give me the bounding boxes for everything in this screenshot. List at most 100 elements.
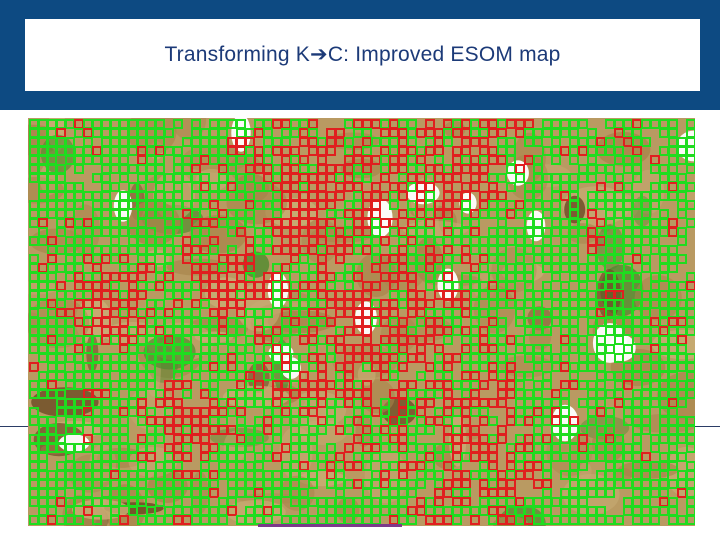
node-green	[587, 263, 597, 273]
node-red	[371, 263, 381, 273]
node-red	[515, 443, 525, 453]
node-green	[74, 515, 84, 525]
node-green	[686, 443, 695, 453]
node-green	[110, 398, 120, 408]
node-red	[506, 209, 516, 219]
node-green	[515, 452, 525, 462]
node-green	[497, 218, 507, 228]
node-red	[317, 281, 327, 291]
node-red	[506, 389, 516, 399]
node-red	[443, 245, 453, 255]
node-green	[650, 200, 660, 210]
node-green	[560, 218, 570, 228]
node-red	[326, 290, 336, 300]
node-green	[56, 209, 66, 219]
node-green	[101, 371, 111, 381]
node-green	[65, 371, 75, 381]
node-green	[56, 353, 66, 363]
node-red	[200, 452, 210, 462]
node-green	[542, 290, 552, 300]
node-green	[542, 380, 552, 390]
node-red	[488, 371, 498, 381]
node-green	[569, 308, 579, 318]
node-green	[578, 290, 588, 300]
node-red	[191, 425, 201, 435]
node-green	[110, 407, 120, 417]
node-green	[452, 506, 462, 516]
node-green	[623, 479, 633, 489]
node-green	[578, 119, 588, 129]
node-green	[101, 425, 111, 435]
node-green	[551, 227, 561, 237]
node-green	[119, 425, 129, 435]
node-green	[29, 209, 39, 219]
node-green	[389, 290, 399, 300]
node-red	[497, 470, 507, 480]
node-red	[506, 488, 516, 498]
node-red	[398, 146, 408, 156]
node-red	[416, 398, 426, 408]
node-green	[515, 434, 525, 444]
node-green	[515, 461, 525, 471]
node-green	[362, 173, 372, 183]
node-green	[47, 371, 57, 381]
node-green	[155, 164, 165, 174]
node-green	[56, 479, 66, 489]
node-red	[668, 218, 678, 228]
node-green	[470, 470, 480, 480]
node-green	[470, 128, 480, 138]
node-green	[479, 263, 489, 273]
node-red	[398, 362, 408, 372]
node-red	[398, 164, 408, 174]
node-green	[524, 371, 534, 381]
node-green	[542, 254, 552, 264]
node-red	[407, 146, 417, 156]
node-green	[56, 488, 66, 498]
node-red	[398, 245, 408, 255]
node-green	[452, 254, 462, 264]
node-green	[434, 362, 444, 372]
node-green	[416, 479, 426, 489]
node-green	[533, 245, 543, 255]
node-green	[101, 128, 111, 138]
node-green	[65, 200, 75, 210]
node-red	[443, 407, 453, 417]
node-red	[200, 407, 210, 417]
node-green	[632, 488, 642, 498]
node-green	[137, 281, 147, 291]
node-red	[578, 146, 588, 156]
node-green	[236, 344, 246, 354]
node-green	[452, 515, 462, 525]
node-green	[110, 245, 120, 255]
node-green	[173, 245, 183, 255]
node-red	[479, 200, 489, 210]
node-green	[299, 119, 309, 129]
node-green	[119, 119, 129, 129]
node-red	[362, 191, 372, 201]
node-red	[74, 281, 84, 291]
node-green	[65, 263, 75, 273]
node-green	[254, 416, 264, 426]
node-green	[434, 155, 444, 165]
node-green	[344, 272, 354, 282]
node-green	[146, 299, 156, 309]
node-green	[650, 236, 660, 246]
node-green	[245, 335, 255, 345]
node-green	[47, 479, 57, 489]
node-green	[623, 452, 633, 462]
node-green	[92, 371, 102, 381]
node-green	[488, 353, 498, 363]
node-green	[605, 389, 615, 399]
node-red	[479, 434, 489, 444]
node-green	[452, 308, 462, 318]
node-green	[524, 290, 534, 300]
node-green	[317, 335, 327, 345]
node-green	[506, 470, 516, 480]
node-red	[308, 407, 318, 417]
node-green	[614, 389, 624, 399]
node-green	[326, 515, 336, 525]
node-green	[218, 461, 228, 471]
node-red	[119, 254, 129, 264]
node-red	[272, 146, 282, 156]
node-green	[560, 389, 570, 399]
